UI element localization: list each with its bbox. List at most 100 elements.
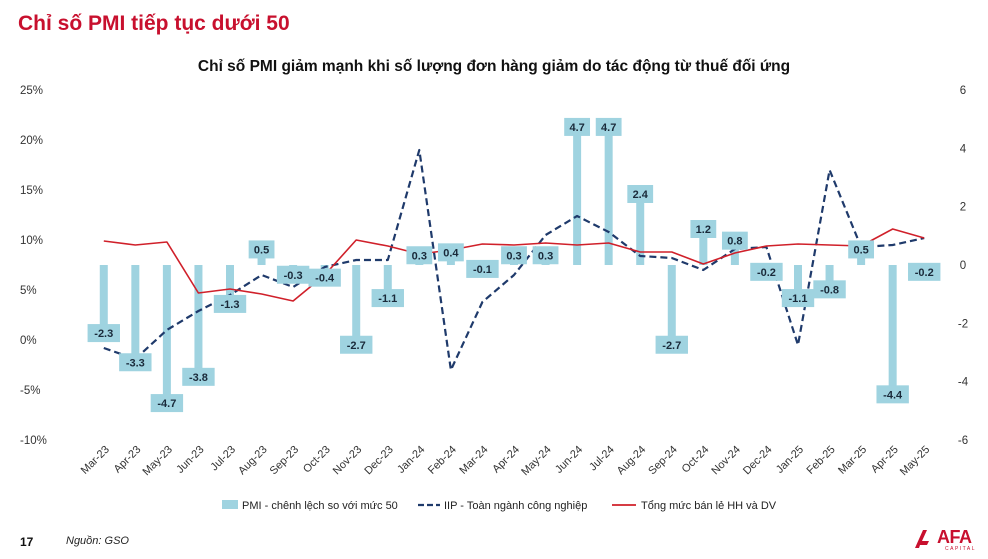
pmi-data-label: -0.8 (813, 280, 846, 299)
right-axis-tick: 6 (960, 85, 966, 97)
legend-label: IIP - Toàn ngành công nghiệp (444, 500, 587, 512)
pmi-data-label: 0.3 (406, 246, 433, 265)
legend-item-iip: IIP - Toàn ngành công nghiệp (418, 500, 587, 512)
pmi-label-box (595, 117, 622, 136)
pmi-label-box (406, 246, 433, 265)
right-axis-tick: 4 (960, 143, 967, 155)
right-axis-tick: -4 (958, 377, 969, 389)
x-axis-tick: Jun-24 (553, 444, 585, 476)
pmi-label-box (87, 324, 120, 343)
left-axis-tick: 10% (20, 235, 43, 247)
pmi-label-box (655, 335, 688, 354)
pmi-label-box (813, 280, 846, 299)
pmi-label-box (371, 289, 404, 308)
x-axis-tick: Nov-23 (331, 444, 365, 478)
pmi-label-box (308, 268, 341, 287)
pmi-label-text: 1.2 (696, 224, 711, 236)
x-axis-tick: Apr-23 (112, 444, 144, 476)
pmi-label-box (213, 294, 247, 313)
pmi-label-text: -2.3 (94, 328, 113, 340)
pmi-data-label: -0.1 (466, 259, 499, 278)
left-axis-tick: 0% (20, 335, 37, 347)
pmi-bar (573, 127, 582, 266)
pmi-bar (636, 195, 645, 265)
right-axis-tick: 2 (960, 202, 966, 214)
pmi-label-text: 0.5 (853, 244, 868, 256)
legend-label: Tổng mức bán lẻ HH và DV (641, 500, 777, 512)
logo-text: AFA (937, 527, 972, 547)
pmi-label-text: -1.1 (378, 293, 397, 305)
pmi-label-box (690, 220, 717, 238)
pmi-bar (162, 265, 171, 403)
pmi-label-box (750, 262, 783, 281)
pmi-label-box (908, 262, 941, 281)
x-axis-tick: Sep-23 (268, 444, 302, 478)
pmi-label-box (781, 289, 815, 308)
left-axis-tick: 15% (20, 185, 43, 197)
page-heading: Chỉ số PMI tiếp tục dưới 50 (18, 12, 290, 35)
pmi-label-box (466, 259, 499, 278)
pmi-bar (604, 127, 613, 266)
x-axis-tick: Apr-24 (490, 444, 522, 476)
pmi-data-label: -0.3 (276, 265, 310, 284)
pmi-bar (352, 265, 361, 344)
pmi-label-box (501, 246, 527, 265)
logo-subtext: CAPITAL (945, 546, 976, 552)
x-axis-tick: May-25 (898, 444, 932, 478)
x-axis-tick: Aug-24 (615, 444, 649, 478)
pmi-data-label: -4.7 (150, 394, 184, 413)
pmi-bar (667, 265, 676, 344)
pmi-label-box (721, 231, 748, 250)
pmi-label-text: 0.3 (506, 250, 521, 262)
x-axis-tick: Oct-23 (301, 444, 333, 476)
page-number: 17 (20, 535, 34, 549)
x-axis-tick: Mar-24 (457, 444, 490, 477)
pmi-data-label: -1.1 (781, 289, 815, 308)
pmi-label-box (848, 240, 875, 259)
right-axis-tick: -6 (958, 435, 968, 447)
legend-label: PMI - chênh lệch so với mức 50 (242, 500, 398, 512)
pmi-bar (888, 265, 897, 394)
pmi-data-label: -0.4 (308, 268, 341, 287)
right-axis-tick: -2 (958, 318, 968, 330)
pmi-label-text: 0.4 (443, 247, 459, 259)
pmi-bar (383, 265, 392, 298)
x-axis-tick: Jan-24 (395, 444, 427, 476)
pmi-bar (194, 265, 203, 376)
x-axis-tick: Dec-23 (362, 444, 396, 478)
pmi-bar (825, 265, 834, 289)
pmi-data-label: -3.8 (182, 367, 215, 386)
x-axis-tick: Feb-24 (426, 444, 459, 477)
pmi-data-label: 0.4 (437, 243, 464, 262)
legend-item-retail: Tổng mức bán lẻ HH và DV (612, 500, 777, 512)
pmi-data-label: 1.2 (690, 220, 717, 238)
pmi-data-label: -4.4 (876, 385, 909, 404)
pmi-label-text: 2.4 (633, 189, 649, 201)
pmi-label-text: -4.7 (157, 398, 176, 410)
pmi-label-text: -0.3 (284, 270, 303, 282)
pmi-data-label: -2.3 (87, 324, 120, 343)
pmi-label-box (437, 243, 464, 262)
pmi-label-box (532, 246, 559, 265)
pmi-label-text: -2.7 (347, 340, 366, 352)
legend-item-pmi: PMI - chênh lệch so với mức 50 (222, 500, 398, 512)
chart-title: Chỉ số PMI giảm mạnh khi số lượng đơn hà… (197, 58, 791, 75)
left-axis-tick: -10% (20, 435, 47, 447)
pmi-label-text: -0.8 (820, 284, 839, 296)
pmi-bar (226, 265, 234, 303)
pmi-label-text: -0.4 (315, 273, 335, 285)
pmi-data-label: -2.7 (655, 335, 688, 354)
pmi-label-text: -3.3 (126, 357, 145, 369)
right-axis-tick: 0 (960, 260, 966, 272)
pmi-data-label: 0.5 (248, 240, 275, 259)
pmi-data-label: -3.3 (119, 353, 152, 372)
pmi-data-label: -2.7 (340, 335, 373, 354)
x-axis-tick: Mar-23 (79, 444, 112, 477)
pmi-label-text: 0.3 (412, 250, 427, 262)
pmi-bar (794, 265, 802, 298)
pmi-data-label: 0.8 (721, 231, 748, 250)
pmi-label-text: 4.7 (569, 122, 584, 134)
x-axis-tick: Oct-24 (680, 444, 712, 476)
pmi-label-box (150, 394, 184, 413)
